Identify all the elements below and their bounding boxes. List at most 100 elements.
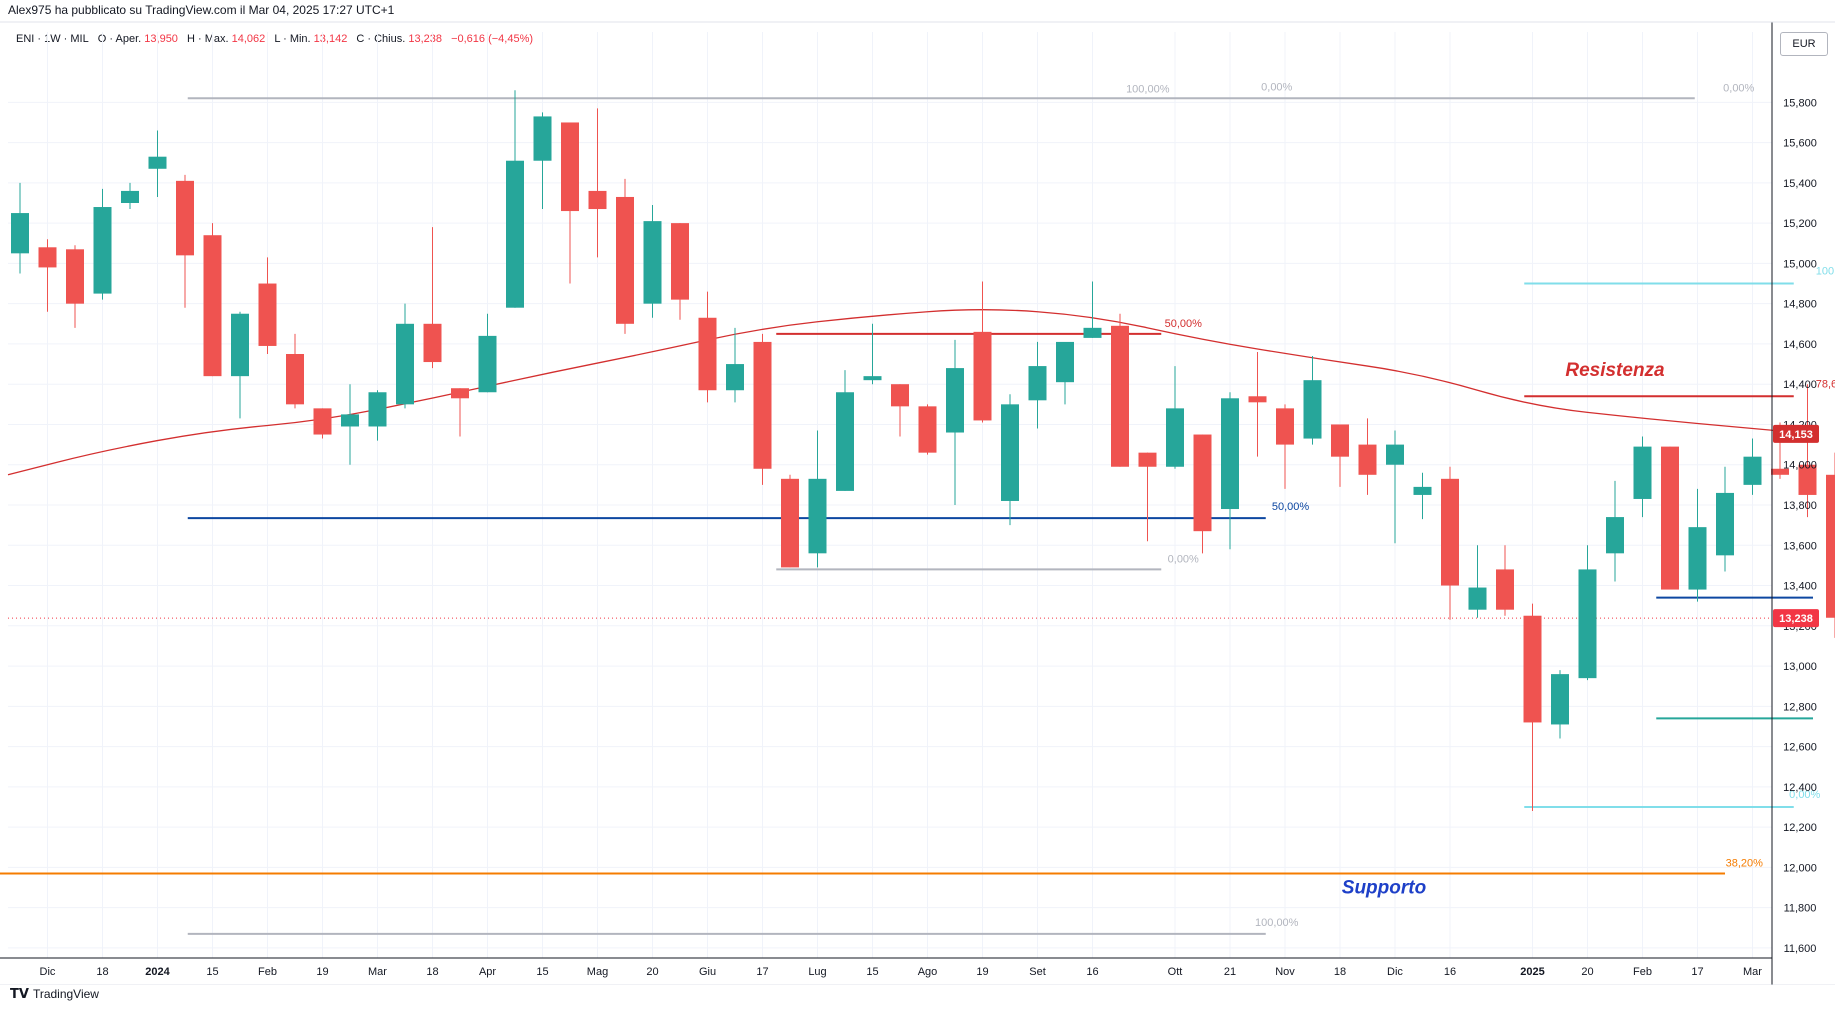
candle-body <box>148 156 167 169</box>
candle-body <box>478 335 497 393</box>
y-tick-label: 15,200 <box>1783 218 1817 230</box>
y-tick-label: 13,400 <box>1783 581 1817 593</box>
candle-body <box>1193 434 1212 532</box>
resistance-line-label: 78,60% <box>1816 378 1835 390</box>
x-tick-label: 15 <box>206 966 218 978</box>
candle-body <box>1743 456 1762 485</box>
candle-body <box>698 317 717 391</box>
candle <box>891 384 909 437</box>
close-label: C · Chius. <box>356 33 406 45</box>
candle-body <box>753 341 772 469</box>
candle-body <box>203 235 222 377</box>
y-tick-label: 11,600 <box>1784 943 1817 955</box>
cyan-top-label: 100,00% <box>1816 266 1835 278</box>
footer: 𝗧𝗩 TradingView <box>10 986 99 1002</box>
candle <box>1496 545 1514 616</box>
red-level-label: 50,00% <box>1165 318 1203 330</box>
x-tick-label: 20 <box>646 966 658 978</box>
candle <box>1578 545 1597 681</box>
candle-body <box>231 313 249 377</box>
candle-body <box>1331 424 1349 457</box>
low-label: L · Min. <box>274 33 311 45</box>
x-tick-label: 18 <box>1334 966 1346 978</box>
x-tick-label: 21 <box>1224 966 1236 978</box>
candle-body <box>1028 366 1047 401</box>
high-label: H · Max. <box>187 33 229 45</box>
candle <box>1276 404 1294 489</box>
candle-body <box>368 392 387 427</box>
x-tick-label: Giu <box>699 966 716 978</box>
candle <box>918 404 937 455</box>
candle <box>286 333 304 409</box>
candle <box>863 323 882 385</box>
candle-body <box>1441 478 1459 586</box>
candlestick-chart[interactable]: 100,00% 0,00% 0,00% 100,00% 38,20% 50,00% 50,0… <box>0 0 1835 985</box>
candle <box>1193 434 1212 554</box>
candle <box>726 327 744 403</box>
annotations: Resistenza Supporto <box>1342 360 1665 898</box>
candle <box>1688 488 1707 602</box>
currency-button[interactable]: EUR <box>1780 32 1828 56</box>
x-tick-label: 2024 <box>145 966 170 978</box>
candle-body <box>1606 517 1624 554</box>
candle-body <box>286 354 304 405</box>
candle <box>1798 384 1817 518</box>
x-tick-label: Feb <box>258 966 277 978</box>
candle <box>533 112 552 210</box>
candle-body <box>1386 444 1404 465</box>
y-tick-label: 11,800 <box>1784 903 1817 915</box>
candle-body <box>561 122 579 212</box>
candle <box>1303 356 1322 445</box>
candle-body <box>423 323 442 363</box>
candle <box>93 188 112 300</box>
fib-top-label: 0,00% <box>1723 82 1754 94</box>
candles <box>11 90 1835 812</box>
candle-body <box>66 249 84 304</box>
candle-body <box>1523 615 1542 723</box>
candle <box>203 223 222 377</box>
candle <box>1661 446 1679 590</box>
x-tick-label: Nov <box>1275 966 1295 978</box>
candle <box>478 313 497 393</box>
candle <box>698 291 717 403</box>
ma-price-label: 14,153 <box>1773 424 1819 443</box>
candle <box>66 245 84 328</box>
candle <box>561 122 579 284</box>
brand-name: TradingView <box>32 987 99 1001</box>
candle <box>1001 394 1019 526</box>
y-tick-label: 15,800 <box>1783 97 1817 109</box>
candle <box>1633 436 1652 518</box>
candle <box>313 408 332 439</box>
candle-body <box>863 376 882 381</box>
candle <box>1413 472 1432 520</box>
candle <box>1083 281 1102 338</box>
close-value: 13,238 <box>408 33 443 45</box>
candle-body <box>313 408 332 435</box>
candle-body <box>1661 446 1679 590</box>
candle-body <box>1413 486 1432 495</box>
candle <box>1056 341 1074 405</box>
candle-body <box>918 406 937 453</box>
y-tick-label: 12,600 <box>1783 742 1817 754</box>
support-level-label: 38,20% <box>1726 857 1764 869</box>
candle <box>258 257 277 354</box>
candle <box>423 227 442 369</box>
x-tick-label: Lug <box>808 966 826 978</box>
candle-body <box>1056 341 1074 383</box>
candle <box>1166 366 1184 469</box>
x-tick-label: 18 <box>96 966 108 978</box>
y-tick-label: 12,400 <box>1783 782 1817 794</box>
symbol-legend: ENI · 1W · MIL O · Aper. 13,950 H · Max.… <box>16 33 533 45</box>
y-tick-label: 15,400 <box>1783 178 1817 190</box>
y-tick-label: 13,800 <box>1783 500 1817 512</box>
x-tick-label: Mar <box>368 966 387 978</box>
last-price-label: 13,238 <box>1773 609 1819 628</box>
candle <box>148 130 167 197</box>
candle <box>1523 603 1542 812</box>
candle <box>1358 418 1377 495</box>
x-tick-label: Dic <box>1387 966 1403 978</box>
resistance-text: Resistenza <box>1565 360 1665 381</box>
y-tick-label: 14,400 <box>1783 379 1817 391</box>
candle-body <box>808 478 827 554</box>
candle <box>396 303 414 409</box>
